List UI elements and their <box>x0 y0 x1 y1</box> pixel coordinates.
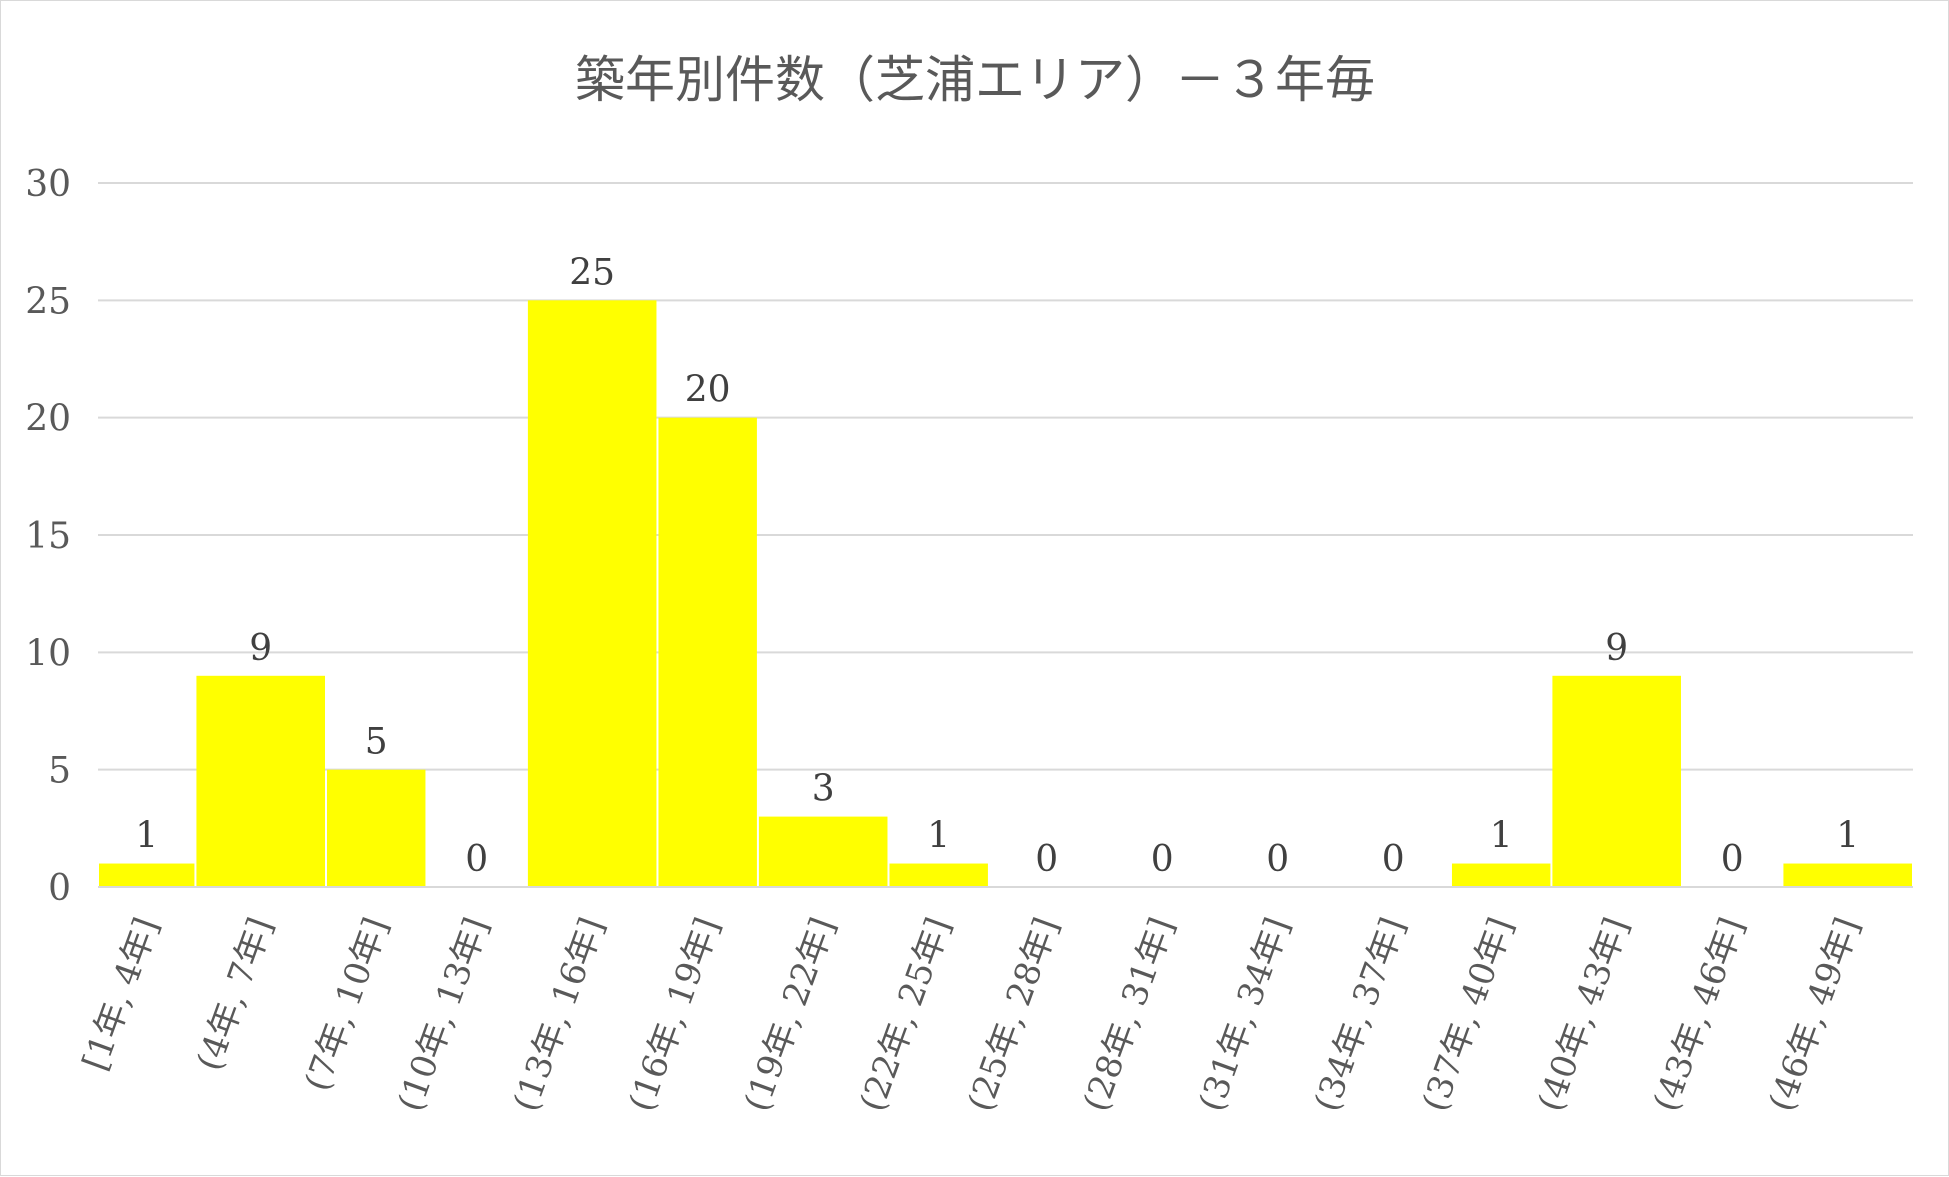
bar <box>196 675 326 887</box>
data-label: 0 <box>1382 839 1405 880</box>
x-tick-label: (16年, 19年] <box>621 912 728 1116</box>
y-tick-label: 30 <box>25 164 71 205</box>
bar <box>758 816 888 887</box>
x-tick-label: (19年, 22年] <box>737 912 844 1116</box>
x-tick-label: (25年, 28年] <box>960 912 1067 1116</box>
x-tick-label: (46年, 49年] <box>1761 912 1868 1116</box>
data-label: 0 <box>465 839 488 880</box>
bar <box>327 769 426 887</box>
data-label: 0 <box>1266 839 1289 880</box>
bar <box>889 863 988 887</box>
bar <box>1783 863 1912 887</box>
data-label: 1 <box>1836 816 1859 857</box>
x-tick-label: (7年, 10年] <box>297 912 397 1096</box>
data-label: 9 <box>1605 628 1628 669</box>
data-label: 1 <box>927 816 950 857</box>
x-tick-label: (37年, 40年] <box>1415 912 1522 1116</box>
y-tick-label: 10 <box>25 633 71 674</box>
bar <box>527 300 657 887</box>
x-tick-label: (28年, 31年] <box>1076 912 1183 1116</box>
bar <box>1451 863 1551 887</box>
y-tick-label: 20 <box>25 399 71 440</box>
x-tick-label: (40年, 43年] <box>1530 912 1637 1116</box>
data-label: 20 <box>685 370 731 411</box>
data-label: 25 <box>569 252 615 293</box>
y-tick-label: 15 <box>25 516 71 557</box>
data-label: 9 <box>249 628 272 669</box>
x-tick-label: (4年, 7年] <box>189 912 281 1075</box>
data-label: 3 <box>812 769 835 810</box>
data-label: 1 <box>135 816 158 857</box>
x-tick-label: (10年, 13年] <box>390 912 497 1116</box>
data-label: 0 <box>1721 839 1744 880</box>
bar <box>1552 675 1681 887</box>
y-axis-ticks: 0 5 10 15 20 25 30 <box>25 164 71 909</box>
y-tick-label: 5 <box>48 751 71 792</box>
data-label: 1 <box>1490 816 1513 857</box>
bars <box>99 300 1912 887</box>
data-label: 5 <box>365 722 388 763</box>
data-label: 0 <box>1151 839 1174 880</box>
bar <box>658 417 757 887</box>
x-tick-label: (13年, 16年] <box>506 912 613 1116</box>
bar <box>99 863 195 887</box>
x-tick-label: (22年, 25年] <box>852 912 959 1116</box>
x-tick-label: (34年, 37年] <box>1307 912 1414 1116</box>
x-tick-label: [1年, 4年] <box>75 912 167 1075</box>
chart-title: 築年別件数（芝浦エリア）－３年毎 <box>575 51 1375 109</box>
x-tick-label: (43年, 46年] <box>1646 912 1753 1116</box>
data-label: 0 <box>1035 839 1058 880</box>
y-tick-label: 25 <box>25 281 71 322</box>
x-axis-labels: [1年, 4年] (4年, 7年] (7年, 10年](10年, 13年] (13年,… <box>75 912 1868 1116</box>
y-tick-label: 0 <box>48 868 71 909</box>
x-tick-label: (31年, 34年] <box>1191 912 1298 1116</box>
data-labels: 1 9 5 0 25 20 3 1 0 0 0 0 1 9 0 1 <box>135 252 1859 880</box>
